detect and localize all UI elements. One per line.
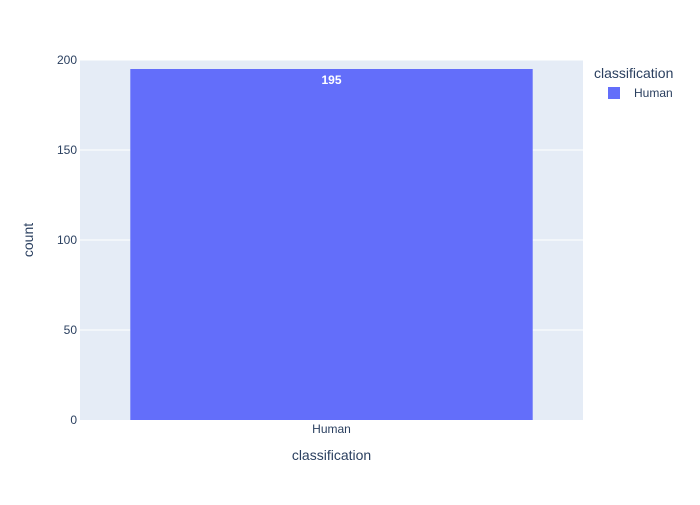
y-tick-label: 150: [57, 143, 77, 157]
x-axis-ticks: Human: [312, 422, 351, 436]
y-axis-title: count: [20, 223, 36, 257]
legend-title: classification: [594, 65, 673, 81]
bar[interactable]: [130, 69, 533, 420]
data-labels: 195: [321, 73, 341, 87]
y-tick-label: 0: [70, 413, 77, 427]
y-tick-label: 50: [64, 323, 78, 337]
data-label: 195: [321, 73, 341, 87]
x-tick-label: Human: [312, 422, 351, 436]
y-tick-label: 200: [57, 53, 77, 67]
legend-item-label[interactable]: Human: [634, 86, 673, 100]
y-tick-label: 100: [57, 233, 77, 247]
x-axis-title: classification: [292, 447, 371, 463]
legend[interactable]: classification Human: [594, 65, 673, 100]
legend-items[interactable]: Human: [608, 86, 673, 100]
bars: [130, 69, 533, 420]
y-axis-ticks: 0 50 100 150 200: [57, 53, 77, 427]
legend-swatch[interactable]: [608, 87, 620, 99]
